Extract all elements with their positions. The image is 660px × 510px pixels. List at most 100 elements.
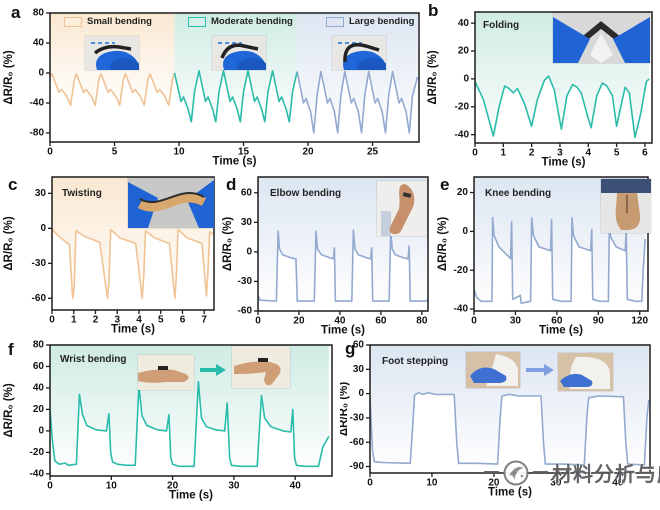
svg-text:30: 30 xyxy=(550,477,562,488)
panel-annotation: Elbow bending xyxy=(270,188,342,199)
panel-letter-c: c xyxy=(8,175,18,194)
svg-text:0: 0 xyxy=(472,147,478,158)
panel-a: 0 5 10 15 20 25 80 40 0 -40 -80 Time (s) ΔR/R₀ (%) a… xyxy=(0,0,425,168)
panel-g: 0 10 20 30 40 60 30 0 -30 -60 -90 Time (s) ΔR/R₀ (%)… xyxy=(340,340,660,510)
svg-text:7: 7 xyxy=(201,314,207,325)
svg-text:20: 20 xyxy=(458,46,470,57)
svg-text:5: 5 xyxy=(112,146,118,157)
legend-swatch-small-bending xyxy=(64,16,82,27)
svg-text:40: 40 xyxy=(458,18,470,29)
svg-text:ΔR/R₀ (%): ΔR/R₀ (%) xyxy=(222,217,234,272)
svg-text:-80: -80 xyxy=(30,128,45,139)
svg-text:-60: -60 xyxy=(238,306,253,317)
svg-text:Time (s): Time (s) xyxy=(213,156,257,168)
svg-text:40: 40 xyxy=(334,315,346,326)
svg-text:Time (s): Time (s) xyxy=(542,157,586,168)
svg-text:0: 0 xyxy=(358,388,364,399)
panel-letter-d: d xyxy=(226,175,237,194)
panel-letter-f: f xyxy=(8,340,14,359)
panel-letter-b: b xyxy=(428,1,439,20)
svg-text:60: 60 xyxy=(375,315,387,326)
inset-photo-wrist-bent xyxy=(232,346,290,388)
inset-photo-wrist-flat xyxy=(138,355,194,390)
svg-text:30: 30 xyxy=(241,217,253,228)
svg-text:10: 10 xyxy=(106,480,118,491)
svg-text:Time (s): Time (s) xyxy=(539,325,583,337)
svg-text:60: 60 xyxy=(551,315,563,326)
legend-label: Moderate bending xyxy=(211,16,293,27)
svg-text:0: 0 xyxy=(471,315,477,326)
svg-text:40: 40 xyxy=(290,480,302,491)
svg-text:10: 10 xyxy=(426,477,438,488)
panel-b: 0 1 2 3 4 5 6 40 20 0 -20 -40 Time (s) ΔR/R₀ (%) b Fo… xyxy=(425,0,660,168)
panel-annotation: Knee bending xyxy=(485,188,552,199)
panel-a-chart: 0 5 10 15 20 25 80 40 0 -40 -80 Time (s) ΔR/R₀ (%) xyxy=(3,8,420,168)
swirl-logo-icon xyxy=(503,460,529,485)
svg-text:20: 20 xyxy=(457,187,469,198)
svg-text:60: 60 xyxy=(353,340,365,351)
svg-text:ΔR/R₀ (%): ΔR/R₀ (%) xyxy=(3,50,15,105)
svg-text:0: 0 xyxy=(367,477,373,488)
svg-text:0: 0 xyxy=(246,247,252,258)
watermark: 材料分析与应用 xyxy=(484,458,660,487)
svg-text:-20: -20 xyxy=(454,265,469,276)
panel-letter-a: a xyxy=(11,3,21,22)
svg-text:80: 80 xyxy=(33,8,45,19)
panel-e: 0 30 60 90 120 20 0 -20 -40 Time (s) ΔR/R₀ (%) e K… xyxy=(437,168,660,340)
svg-text:3: 3 xyxy=(557,147,563,158)
watermark-dash xyxy=(484,471,499,474)
svg-text:Time (s): Time (s) xyxy=(488,487,532,499)
svg-text:-20: -20 xyxy=(30,447,45,458)
inset-photo-moderate-bending xyxy=(212,36,266,70)
svg-text:ΔR/R₀ (%): ΔR/R₀ (%) xyxy=(427,50,439,105)
svg-text:-60: -60 xyxy=(350,437,365,448)
panel-letter-e: e xyxy=(440,175,450,194)
panel-annotation: Wrist bending xyxy=(60,354,127,365)
svg-text:-40: -40 xyxy=(455,129,470,140)
svg-text:20: 20 xyxy=(302,146,314,157)
svg-text:1: 1 xyxy=(501,147,507,158)
legend-item-large-bending: Large bending xyxy=(326,16,414,27)
svg-text:0: 0 xyxy=(462,226,468,237)
svg-text:-40: -40 xyxy=(30,98,45,109)
svg-text:0: 0 xyxy=(47,146,53,157)
svg-text:ΔR/R₀ (%): ΔR/R₀ (%) xyxy=(3,383,15,438)
svg-text:4: 4 xyxy=(585,147,591,158)
svg-text:5: 5 xyxy=(614,147,620,158)
svg-text:-30: -30 xyxy=(32,258,47,269)
arrow-right-icon xyxy=(200,364,226,376)
legend-item-moderate-bending: Moderate bending xyxy=(188,16,293,27)
svg-text:-40: -40 xyxy=(30,468,45,479)
svg-text:30: 30 xyxy=(510,315,522,326)
svg-text:80: 80 xyxy=(33,340,45,351)
panel-letter-g: g xyxy=(345,339,356,358)
svg-text:0: 0 xyxy=(463,74,469,85)
arrow-right-icon xyxy=(526,364,554,376)
svg-text:40: 40 xyxy=(612,477,624,488)
svg-text:30: 30 xyxy=(228,480,240,491)
svg-text:60: 60 xyxy=(241,187,253,198)
svg-text:-40: -40 xyxy=(454,304,469,315)
panel-annotation: Folding xyxy=(483,20,520,31)
svg-text:0: 0 xyxy=(49,314,55,325)
svg-text:2: 2 xyxy=(529,147,535,158)
svg-text:ΔR/R₀ (%): ΔR/R₀ (%) xyxy=(340,382,350,437)
svg-text:Time (s): Time (s) xyxy=(321,325,365,337)
svg-text:30: 30 xyxy=(353,364,365,375)
legend-label: Large bending xyxy=(349,16,415,27)
svg-text:ΔR/R₀ (%): ΔR/R₀ (%) xyxy=(3,216,15,271)
panel-c: 0 1 2 3 4 5 6 7 30 0 -30 -60 Time (s) ΔR/R₀ (%) c Twi… xyxy=(0,168,222,340)
svg-text:3: 3 xyxy=(114,314,120,325)
watermark-dash xyxy=(533,471,548,474)
svg-text:0: 0 xyxy=(47,480,53,491)
panel-annotation: Twisting xyxy=(62,188,102,199)
svg-text:10: 10 xyxy=(173,146,185,157)
svg-text:-20: -20 xyxy=(455,101,470,112)
legend-swatch-moderate-bending xyxy=(188,16,206,27)
panel-annotation: Foot stepping xyxy=(382,356,449,367)
svg-text:20: 20 xyxy=(167,480,179,491)
inset-photo-small-bending xyxy=(85,36,139,70)
inset-photo-foot-stepping xyxy=(558,353,613,391)
inset-photo-knee xyxy=(601,179,651,233)
